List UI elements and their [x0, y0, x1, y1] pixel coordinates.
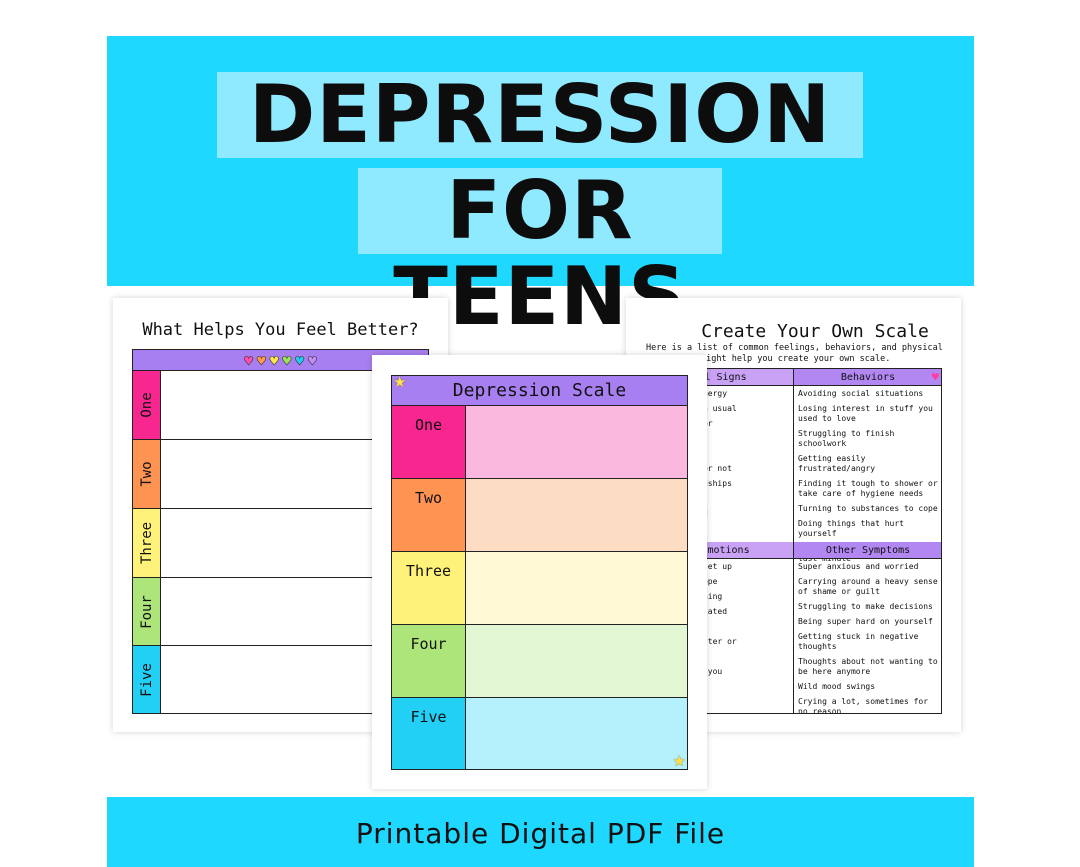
scale-label-five: Five — [392, 698, 466, 769]
create-scale-title: Create Your Own Scale — [701, 321, 929, 342]
help-row-one: One — [133, 371, 428, 440]
list-item: Super anxious and worried — [798, 562, 919, 571]
scale-label-one: One — [392, 406, 466, 478]
heart-icon: ♥ — [931, 370, 939, 384]
intro-line-1: Here is a list of common feelings, behav… — [646, 343, 943, 353]
help-label-text: One — [138, 392, 155, 418]
list-item: Carrying around a heavy sense of shame o… — [798, 577, 938, 596]
heart-icon: ♥ — [281, 354, 293, 369]
heart-icon: ♥ — [307, 354, 318, 369]
depression-scale-sheet: Depression Scale ★ One Two Three Four Fi… — [372, 355, 707, 789]
list-item: Struggling to make decisions — [798, 602, 933, 611]
list-item: Crying a lot, sometimes for no reason — [798, 697, 929, 714]
help-label-text: Three — [138, 521, 155, 565]
depression-scale-title: Depression Scale — [392, 376, 687, 406]
footer-banner: Printable Digital PDF File — [107, 797, 974, 867]
scale-row-two: Two — [392, 479, 687, 552]
create-scale-intro: Here is a list of common feelings, behav… — [646, 343, 946, 365]
list-item: Turning to substances to cope — [798, 504, 938, 513]
heart-icon: ♥ — [243, 354, 254, 369]
help-label-text: Four — [138, 594, 155, 629]
scale-fill-four — [466, 625, 687, 697]
behaviors-header-text: Behaviors — [840, 372, 896, 383]
help-label-three: Three — [133, 509, 161, 577]
list-item: Losing interest in stuff you used to lov… — [798, 404, 933, 423]
list-item: Getting stuck in negative thoughts — [798, 632, 919, 651]
help-label-text: Two — [138, 461, 155, 487]
list-item: Thoughts about not wanting to be here an… — [798, 657, 938, 676]
help-label-five: Five — [133, 646, 161, 713]
list-item: Being super hard on yourself — [798, 617, 933, 626]
scale-row-five: Five — [392, 698, 687, 769]
what-helps-grid: ♥ ♥ ♥ ♥ ♥ ♥ One Two Three Four Five — [132, 349, 429, 714]
star-icon: ★ — [393, 373, 407, 391]
scale-fill-three — [466, 552, 687, 624]
hearts-row: ♥ ♥ ♥ ♥ ♥ ♥ — [242, 354, 319, 369]
heart-icon: ♥ — [294, 354, 306, 369]
intro-line-2: might help you create your own scale. — [701, 354, 891, 364]
list-item: Doing things that hurt yourself — [798, 519, 904, 538]
hearts-header: ♥ ♥ ♥ ♥ ♥ ♥ — [133, 350, 428, 371]
heart-icon: ♥ — [255, 354, 267, 369]
scale-label-two: Two — [392, 479, 466, 551]
behaviors-header: Behaviors ♥ — [794, 369, 941, 386]
what-helps-title: What Helps You Feel Better? — [142, 320, 419, 340]
help-row-three: Three — [133, 509, 428, 578]
scale-row-three: Three — [392, 552, 687, 625]
list-item: Avoiding social situations — [798, 389, 924, 398]
help-label-one: One — [133, 371, 161, 439]
scale-label-three: Three — [392, 552, 466, 624]
help-label-two: Two — [133, 440, 161, 508]
scale-label-four: Four — [392, 625, 466, 697]
other-symptoms-header: Other Symptoms — [794, 542, 941, 559]
help-row-four: Four — [133, 578, 428, 646]
right-column: Behaviors ♥ Avoiding social situations Lo… — [794, 369, 941, 714]
scale-row-one: One — [392, 406, 687, 479]
star-icon: ★ — [672, 752, 686, 770]
scale-row-four: Four — [392, 625, 687, 698]
scale-fill-five — [466, 698, 687, 769]
list-item: Wild mood swings — [798, 682, 876, 691]
help-row-five: Five — [133, 646, 428, 713]
other-symptoms-list: Super anxious and worried Carrying around… — [798, 562, 940, 714]
help-row-two: Two — [133, 440, 428, 509]
scale-fill-one — [466, 406, 687, 478]
page-title-line-1: DEPRESSION SCALE — [217, 72, 863, 244]
page-title-line-2: FOR TEENS — [358, 168, 722, 340]
depression-scale-grid: Depression Scale ★ One Two Three Four Fi… — [391, 375, 688, 770]
list-item: Finding it tough to shower or take care … — [798, 479, 938, 498]
list-item: Struggling to finish schoolwork — [798, 429, 895, 448]
heart-icon: ♥ — [268, 354, 280, 369]
list-item: Getting easily frustrated/angry — [798, 454, 876, 473]
scale-fill-two — [466, 479, 687, 551]
help-label-text: Five — [138, 662, 155, 697]
help-label-four: Four — [133, 578, 161, 645]
